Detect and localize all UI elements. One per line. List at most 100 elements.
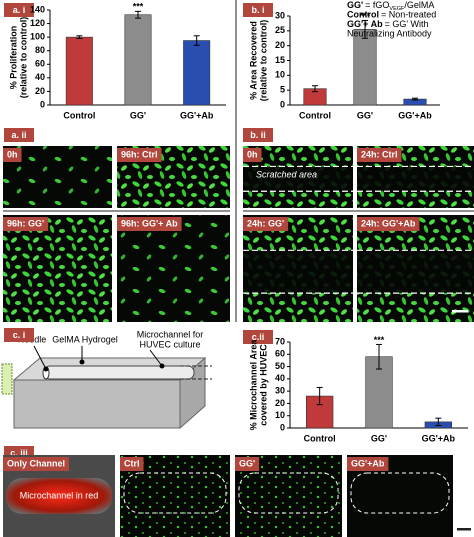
image-label-box xyxy=(235,457,260,471)
scratch-band xyxy=(357,250,474,294)
image-label-box xyxy=(117,148,162,162)
panel-label-box xyxy=(243,128,273,142)
image-label-box xyxy=(357,217,420,231)
image-label: GG'+Ab xyxy=(351,458,385,468)
bar xyxy=(124,14,152,106)
image-label-box xyxy=(3,217,49,231)
channel-label: Microchannel in red xyxy=(20,490,99,500)
x-tick-label: GG' xyxy=(357,110,373,120)
diagram-label: Microchannel for xyxy=(137,329,204,339)
channel-diagram xyxy=(1,345,212,430)
image-label: 24h: GG' xyxy=(247,218,284,228)
note-part: = GG' With xyxy=(385,19,429,29)
note: GG' = fGOVEGF/GelMA xyxy=(347,0,434,12)
y-axis-label: (relative to control) xyxy=(258,20,268,102)
panel-label: c. iii xyxy=(10,448,28,458)
error-bar xyxy=(193,35,200,46)
y-tick-label: 60 xyxy=(275,349,285,359)
y-tick-label: 20 xyxy=(35,86,45,96)
error-bar xyxy=(435,417,442,427)
significance: *** xyxy=(360,11,371,21)
y-tick-label: 0 xyxy=(280,99,285,109)
note-part: VEGF xyxy=(389,6,405,12)
y-tick-label: 40 xyxy=(275,373,285,383)
panel-label: c. i xyxy=(13,330,26,340)
y-tick-label: 70 xyxy=(275,336,285,346)
note: GG'+ Ab = GG' With xyxy=(347,19,429,29)
image-label-box xyxy=(117,217,182,231)
panel-label-box xyxy=(4,3,34,17)
note: Control = Non-treated xyxy=(347,10,436,20)
error-bar xyxy=(362,19,368,39)
bar xyxy=(365,356,393,429)
image-label: 24h: GG'+Ab xyxy=(361,218,416,228)
y-tick-label: 20 xyxy=(275,398,285,408)
diagram-label: GelMA Hydrogel xyxy=(52,334,118,344)
note-part: Neutralizing Antibody xyxy=(347,29,432,39)
panel-label: a. ii xyxy=(11,130,26,140)
bar xyxy=(65,36,93,106)
error-bar xyxy=(316,386,323,406)
scratch-label: Scratched area xyxy=(256,169,317,179)
panel-label: b. ii xyxy=(250,130,266,140)
scale-bar xyxy=(457,528,471,531)
panel-label-box xyxy=(243,330,273,344)
x-tick-label: GG' xyxy=(130,110,146,120)
panel-label: c.ii xyxy=(252,332,265,342)
image-label: 96h: GG' xyxy=(7,218,44,228)
channel-outline xyxy=(350,472,450,514)
y-axis-label: covered by HUVEC xyxy=(258,344,268,426)
x-tick-label: Control xyxy=(63,110,95,120)
error-bar xyxy=(135,10,141,19)
bar xyxy=(353,29,377,106)
image-label: Only Channel xyxy=(7,458,65,468)
micrograph xyxy=(3,215,112,322)
image-label-box xyxy=(243,217,289,231)
panel-label-box xyxy=(4,328,34,342)
panel-label: b. i xyxy=(252,5,265,15)
y-tick-label: 10 xyxy=(275,410,285,420)
y-tick-label: 30 xyxy=(275,10,285,20)
y-tick-label: 0 xyxy=(280,422,285,432)
significance: *** xyxy=(133,2,144,12)
x-tick-label: GG' xyxy=(371,433,387,443)
channel-glow xyxy=(6,478,112,514)
y-axis-label: % Proliferation xyxy=(8,26,18,90)
note-part: /GelMA xyxy=(404,0,434,10)
y-axis-label: (relative to control) xyxy=(18,17,28,99)
scratch-band xyxy=(243,166,353,192)
image-label: 96h: GG'+ Ab xyxy=(121,218,178,228)
micrograph xyxy=(117,215,230,322)
y-tick-label: 60 xyxy=(35,59,45,69)
bar xyxy=(183,40,211,106)
note-part: Control xyxy=(347,10,379,20)
image-label: Ctrl xyxy=(124,458,140,468)
significance: *** xyxy=(374,335,385,345)
y-tick-label: 140 xyxy=(30,4,45,14)
y-tick-label: 5 xyxy=(280,85,285,95)
x-tick-label: GG'+Ab xyxy=(398,110,432,120)
y-tick-label: 30 xyxy=(275,386,285,396)
image-label-box xyxy=(120,457,144,471)
x-tick-label: GG'+Ab xyxy=(422,433,456,443)
image-label: 96h: Ctrl xyxy=(121,149,158,159)
image-label-box xyxy=(3,457,70,471)
error-bar xyxy=(412,97,418,101)
panel-label-box xyxy=(4,128,34,142)
x-tick-label: GG'+Ab xyxy=(180,110,214,120)
image-label: GG' xyxy=(239,458,255,468)
image-label-box xyxy=(347,457,389,471)
note-part: = Non-treated xyxy=(381,10,436,20)
panel-label: a. i xyxy=(13,5,26,15)
y-tick-label: 10 xyxy=(275,70,285,80)
note-part: GG' xyxy=(347,0,363,10)
y-tick-label: 40 xyxy=(35,72,45,82)
image-label-box xyxy=(3,148,22,162)
y-axis-label: % Microchannel Area xyxy=(248,339,258,431)
error-bar xyxy=(312,85,318,93)
scratch-band xyxy=(357,166,474,192)
diagram-label: HUVEC culture xyxy=(139,339,200,349)
image-label: 0h xyxy=(7,149,18,159)
